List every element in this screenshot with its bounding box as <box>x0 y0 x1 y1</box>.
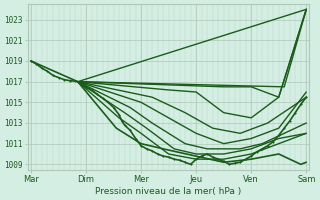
X-axis label: Pression niveau de la mer( hPa ): Pression niveau de la mer( hPa ) <box>95 187 242 196</box>
